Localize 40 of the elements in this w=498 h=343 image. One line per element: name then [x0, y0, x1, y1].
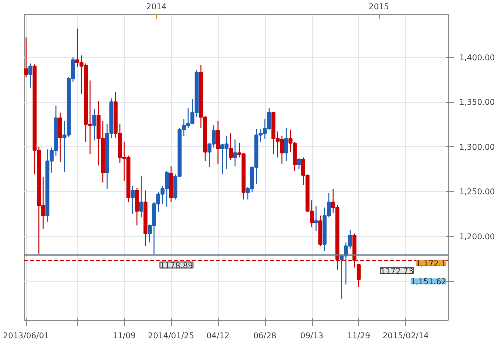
candlestick [92, 108, 97, 142]
candlestick [28, 63, 33, 88]
candlestick [318, 215, 323, 247]
candlestick [220, 144, 224, 176]
candlestick [58, 112, 62, 163]
ref-line-label: 1178.89 [160, 261, 194, 270]
candlestick [135, 188, 140, 226]
x-tick-label: 2015/02/14 [382, 332, 429, 340]
annotation: 1,172.1 [416, 259, 447, 268]
candlestick [24, 37, 28, 78]
candlestick [233, 139, 238, 168]
candlestick [292, 142, 297, 172]
candlestick [280, 136, 284, 164]
x-tick-label: 04/12 [206, 332, 230, 340]
candlestick [229, 133, 234, 161]
candlestick [356, 264, 361, 288]
candlestick [284, 128, 288, 162]
y-tick-label: 1,400.00 [460, 53, 496, 62]
x-tick-label: 2014/01/25 [148, 332, 194, 340]
candlestick [224, 136, 229, 170]
y-tick-label: 1,300.00 [460, 142, 496, 152]
candlestick [216, 120, 220, 164]
y-tick-label: 1,200.00 [460, 232, 496, 242]
y-tick-label: 1,250.00 [460, 188, 496, 197]
candlestick [165, 170, 170, 208]
x-tick-label: 11/29 [347, 332, 370, 340]
candlestick [130, 186, 135, 215]
candlestick [267, 108, 272, 130]
annotation: 1,151.62 [410, 278, 446, 287]
candlestick [314, 205, 318, 232]
y-tick-label: 1,350.00 [460, 98, 496, 108]
x-tick-label: 06/28 [254, 332, 277, 340]
ref-line-label: 1172.73 [380, 266, 414, 276]
x-tick-label: 11/09 [112, 332, 136, 340]
candlestick [297, 158, 302, 170]
x-tick-label: 2013/06/01 [3, 332, 50, 340]
x2-tick-label: 2014 [146, 2, 167, 12]
candlestick [139, 176, 144, 218]
x2-tick-label: 2015 [368, 2, 390, 12]
x-tick-label: 09/13 [300, 332, 324, 340]
